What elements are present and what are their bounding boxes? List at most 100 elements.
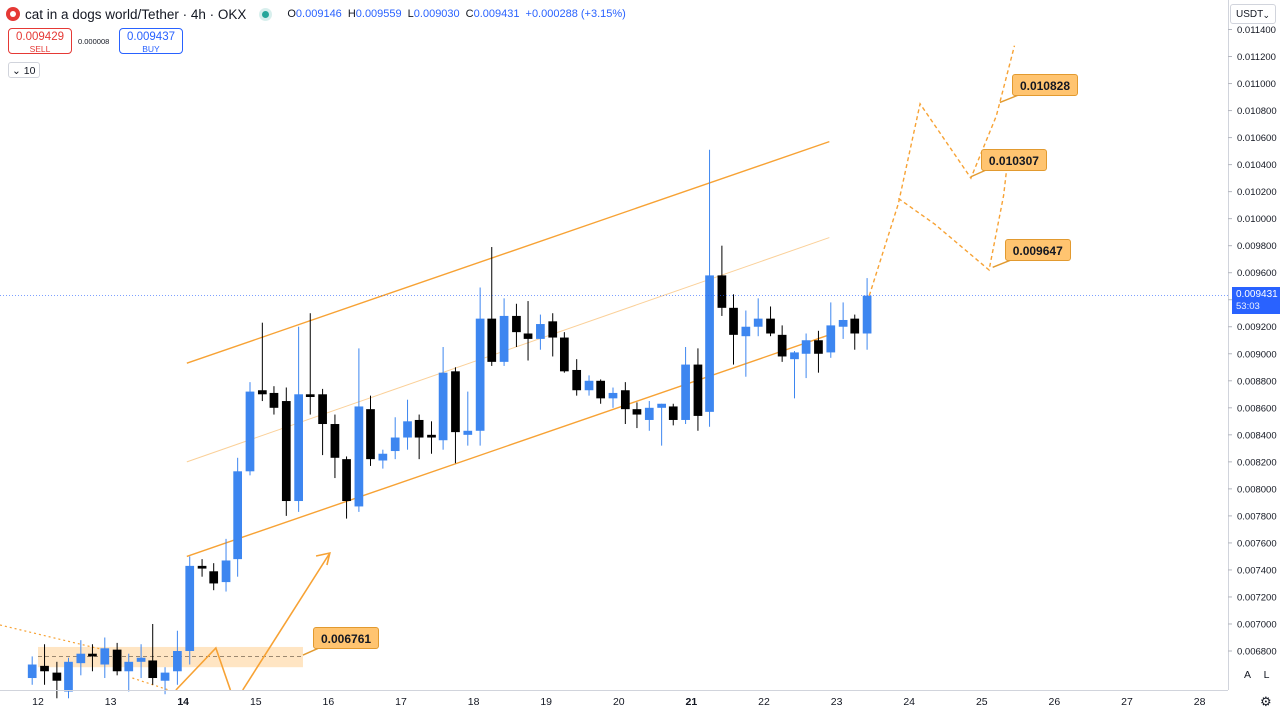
candle-body xyxy=(814,340,823,354)
candle xyxy=(148,623,158,685)
time-tick-label: 21 xyxy=(686,696,698,708)
candle-body xyxy=(475,318,485,431)
candle xyxy=(100,637,110,679)
currency-selector[interactable]: USDT ⌄ xyxy=(1230,4,1276,24)
spread-value: 0.000008 xyxy=(78,37,110,46)
gear-icon[interactable]: ⚙ xyxy=(1260,694,1272,709)
candle xyxy=(584,375,594,396)
candle xyxy=(814,330,823,373)
lot-size-value: 10 xyxy=(23,65,36,77)
candle-body xyxy=(438,372,448,441)
candle xyxy=(644,401,654,431)
candle-body xyxy=(427,434,436,438)
price-tick-label: 0.009600 xyxy=(1237,268,1277,279)
candle-body xyxy=(717,275,727,308)
candle xyxy=(777,325,787,362)
symbol-title[interactable]: cat in a dogs world/Tether · 4h · OKX xyxy=(25,6,247,22)
candle-body xyxy=(378,453,388,461)
candle xyxy=(124,653,134,692)
candle-body xyxy=(487,318,497,362)
candle xyxy=(221,538,231,592)
candle-body xyxy=(801,340,811,354)
candle xyxy=(512,303,521,348)
candle-body xyxy=(52,672,62,681)
candle-body xyxy=(536,324,545,339)
candle-body xyxy=(40,665,49,672)
price-tick-label: 0.008800 xyxy=(1237,376,1277,387)
candle-body xyxy=(463,430,473,435)
candle-body xyxy=(124,661,134,672)
candle-body xyxy=(245,391,255,472)
candle-body xyxy=(100,648,110,665)
candle-body xyxy=(644,407,654,420)
time-tick-label: 23 xyxy=(831,696,843,708)
sell-price: 0.009429 xyxy=(16,31,64,43)
price-tick-label: 0.007400 xyxy=(1237,565,1277,576)
candle-body xyxy=(318,394,327,425)
candle xyxy=(294,326,303,512)
candle-body xyxy=(838,319,848,327)
last-price-value: 0.009431 xyxy=(1236,289,1278,300)
auto-scale-button[interactable]: A xyxy=(1243,669,1251,681)
candle-body xyxy=(330,424,340,458)
candle xyxy=(64,657,73,699)
candle-body xyxy=(173,651,182,672)
candle-body xyxy=(64,661,73,692)
log-scale-button[interactable]: L xyxy=(1263,669,1270,681)
exchange-logo-icon xyxy=(6,7,20,21)
candle xyxy=(717,245,727,316)
candle-body xyxy=(850,318,860,334)
candle xyxy=(499,298,509,366)
candle xyxy=(403,399,412,450)
candle xyxy=(668,403,678,426)
candle xyxy=(862,278,872,350)
buy-label: BUY xyxy=(142,44,160,54)
candle-body xyxy=(294,394,303,502)
candle-body xyxy=(209,571,219,584)
candle xyxy=(523,301,533,361)
candle-body xyxy=(608,392,618,399)
candle-body xyxy=(221,560,231,583)
candle xyxy=(354,348,364,512)
candle xyxy=(475,287,485,446)
lot-size-selector[interactable]: ⌄ 10 xyxy=(8,62,40,78)
candle xyxy=(40,644,49,685)
candle xyxy=(330,414,340,479)
candle xyxy=(438,347,448,450)
time-tick-label: 17 xyxy=(395,696,407,708)
price-axis: 0.006800 0.007000 0.007200 0.007400 0.007600… xyxy=(1228,0,1277,690)
candle xyxy=(52,661,62,699)
support-zone xyxy=(0,624,303,691)
candle xyxy=(209,563,219,591)
candle xyxy=(596,379,606,404)
candle xyxy=(681,347,690,425)
channel-upper-line xyxy=(186,140,830,364)
candle xyxy=(318,388,327,456)
candle-body xyxy=(632,409,642,415)
chart-header: cat in a dogs world/Tether · 4h · OKX O0… xyxy=(6,5,626,23)
candle-body xyxy=(523,333,533,339)
chevron-down-icon: ⌄ xyxy=(12,65,21,77)
candle xyxy=(487,247,497,366)
price-tick-label: 0.008600 xyxy=(1237,403,1277,414)
price-callout[interactable]: 0.010828 xyxy=(1011,74,1078,97)
candle-body xyxy=(160,672,170,681)
price-callout[interactable]: 0.009647 xyxy=(1004,239,1071,262)
candle-body xyxy=(148,660,158,679)
candle xyxy=(705,149,714,427)
price-callout[interactable]: 0.010307 xyxy=(980,148,1047,171)
price-callout[interactable]: 0.006761 xyxy=(312,627,380,650)
candle-body xyxy=(559,337,569,372)
time-tick-label: 15 xyxy=(250,696,262,708)
candle-body xyxy=(753,318,763,327)
candle-body xyxy=(572,369,582,391)
candle-body xyxy=(257,390,267,395)
candle-body xyxy=(790,352,799,360)
buy-button[interactable]: 0.009437 BUY xyxy=(119,28,183,54)
candle xyxy=(160,667,170,695)
sell-button[interactable]: 0.009429 SELL xyxy=(8,28,72,54)
candle xyxy=(753,298,763,337)
price-tick-label: 0.008000 xyxy=(1237,484,1277,495)
candle-body xyxy=(390,437,400,452)
